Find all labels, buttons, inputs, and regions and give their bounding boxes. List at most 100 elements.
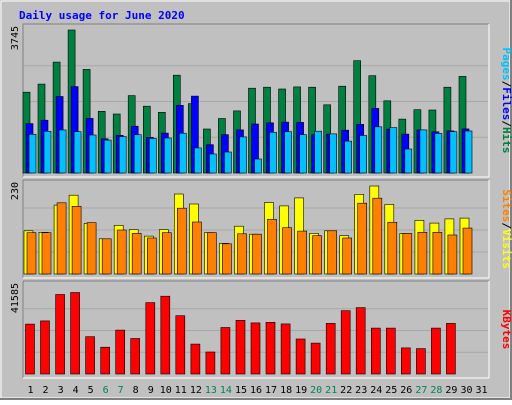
panel-visits-sites: 230 <box>10 179 490 279</box>
bar-pages-day-23 <box>359 135 368 174</box>
bar-sites-day-24 <box>372 197 383 275</box>
bar-sites-day-21 <box>327 230 338 275</box>
bar-pages-day-4 <box>73 131 82 174</box>
x-tick-label: 5 <box>88 385 94 396</box>
bar-kbytes-day-1 <box>25 323 35 375</box>
x-tick-label: 16 <box>250 385 262 396</box>
chart-title: Daily usage for June 2020 <box>19 9 185 22</box>
bar-pages-day-7 <box>118 136 127 174</box>
bar-sites-day-7 <box>116 229 127 275</box>
bar-kbytes-day-28 <box>431 327 441 375</box>
x-tick-label: 31 <box>475 385 487 396</box>
bar-sites-day-12 <box>192 221 202 275</box>
series-kbytes <box>25 292 456 375</box>
bar-pages-day-15 <box>239 136 247 174</box>
x-tick-label: 10 <box>160 385 172 396</box>
x-tick-label: 17 <box>265 385 277 396</box>
bar-sites-day-17 <box>267 219 277 275</box>
panel-hits-files-pages: 3745 <box>10 23 490 178</box>
bar-pages-day-13 <box>209 153 217 174</box>
bar-sites-day-20 <box>312 235 322 275</box>
series-sites <box>26 197 473 275</box>
x-tick-label: 21 <box>325 385 337 396</box>
bar-sites-day-29 <box>447 234 458 275</box>
legend-item-visits: Visits <box>500 229 512 269</box>
bar-pages-day-29 <box>449 131 458 174</box>
bar-pages-day-30 <box>464 130 473 174</box>
y-max-label: 41585 <box>10 283 21 313</box>
bar-pages-day-17 <box>269 132 277 174</box>
bar-kbytes-day-3 <box>55 294 65 375</box>
x-tick-label: 26 <box>400 385 412 396</box>
bar-sites-day-13 <box>207 232 217 275</box>
x-tick-label: 12 <box>190 385 202 396</box>
legend-item-files: Files <box>500 87 512 120</box>
x-tick-label: 4 <box>73 385 79 396</box>
bar-kbytes-day-22 <box>340 310 351 375</box>
x-tick-label: 29 <box>445 385 457 396</box>
bar-kbytes-day-27 <box>416 348 426 375</box>
bar-pages-day-26 <box>404 148 413 174</box>
bar-sites-day-14 <box>222 243 232 275</box>
x-tick-label: 2 <box>42 385 48 396</box>
x-tick-label: 23 <box>355 385 367 396</box>
legend-hits-files-pages: Pages/Files/Hits <box>500 48 512 154</box>
series-pages <box>28 126 473 174</box>
bar-kbytes-day-29 <box>446 323 456 375</box>
y-max-label: 3745 <box>10 26 21 50</box>
bar-pages-day-10 <box>164 137 172 174</box>
bar-kbytes-day-16 <box>250 322 261 375</box>
x-tick-label: 11 <box>175 385 187 396</box>
bar-kbytes-day-4 <box>70 292 80 375</box>
panel-kbytes: 41585 <box>10 280 490 379</box>
bar-pages-day-19 <box>299 134 307 174</box>
legend-separator: / <box>500 222 512 229</box>
legend-separator: / <box>500 81 512 88</box>
bar-kbytes-day-21 <box>325 323 336 375</box>
bar-sites-day-3 <box>56 202 67 275</box>
bar-sites-day-16 <box>252 233 262 275</box>
bar-sites-day-22 <box>342 237 353 275</box>
legend-item-pages: Pages <box>500 48 512 81</box>
x-tick-label: 7 <box>118 385 124 396</box>
bar-pages-day-18 <box>284 131 292 174</box>
bar-kbytes-day-10 <box>160 295 171 375</box>
bar-pages-day-1 <box>28 134 37 174</box>
bar-sites-day-11 <box>177 207 187 275</box>
x-tick-label: 14 <box>220 385 232 396</box>
bar-pages-day-28 <box>434 133 443 174</box>
legend-item-sites: Sites <box>500 189 512 222</box>
x-tick-label: 24 <box>370 385 382 396</box>
bar-pages-day-14 <box>224 151 232 174</box>
bar-kbytes-day-26 <box>400 347 411 375</box>
bar-kbytes-day-14 <box>220 327 231 375</box>
bar-sites-day-28 <box>432 232 443 275</box>
x-tick-label: 13 <box>205 385 217 396</box>
bar-sites-day-6 <box>101 238 112 275</box>
x-tick-label: 20 <box>310 385 322 396</box>
bar-pages-day-20 <box>314 130 322 174</box>
bar-pages-day-27 <box>419 129 428 174</box>
x-tick-label: 25 <box>385 385 397 396</box>
x-tick-label: 19 <box>295 385 307 396</box>
bar-kbytes-day-7 <box>115 329 125 375</box>
bar-kbytes-day-8 <box>130 338 140 375</box>
bar-pages-day-22 <box>344 140 353 174</box>
x-tick-label: 8 <box>133 385 139 396</box>
bar-pages-day-16 <box>254 158 262 174</box>
x-tick-label: 9 <box>148 385 154 396</box>
legend-item-hits: Hits <box>500 127 512 154</box>
bar-sites-day-25 <box>387 222 398 275</box>
bar-pages-day-5 <box>88 134 97 174</box>
bar-kbytes-day-18 <box>280 323 291 375</box>
bar-sites-day-8 <box>131 233 142 275</box>
bar-pages-day-8 <box>133 134 142 174</box>
bar-sites-day-10 <box>162 232 172 275</box>
bar-kbytes-day-12 <box>190 343 201 375</box>
y-max-label: 230 <box>10 182 21 200</box>
bar-sites-day-30 <box>462 227 473 275</box>
bar-kbytes-day-13 <box>205 351 216 375</box>
bar-sites-day-18 <box>282 227 292 275</box>
